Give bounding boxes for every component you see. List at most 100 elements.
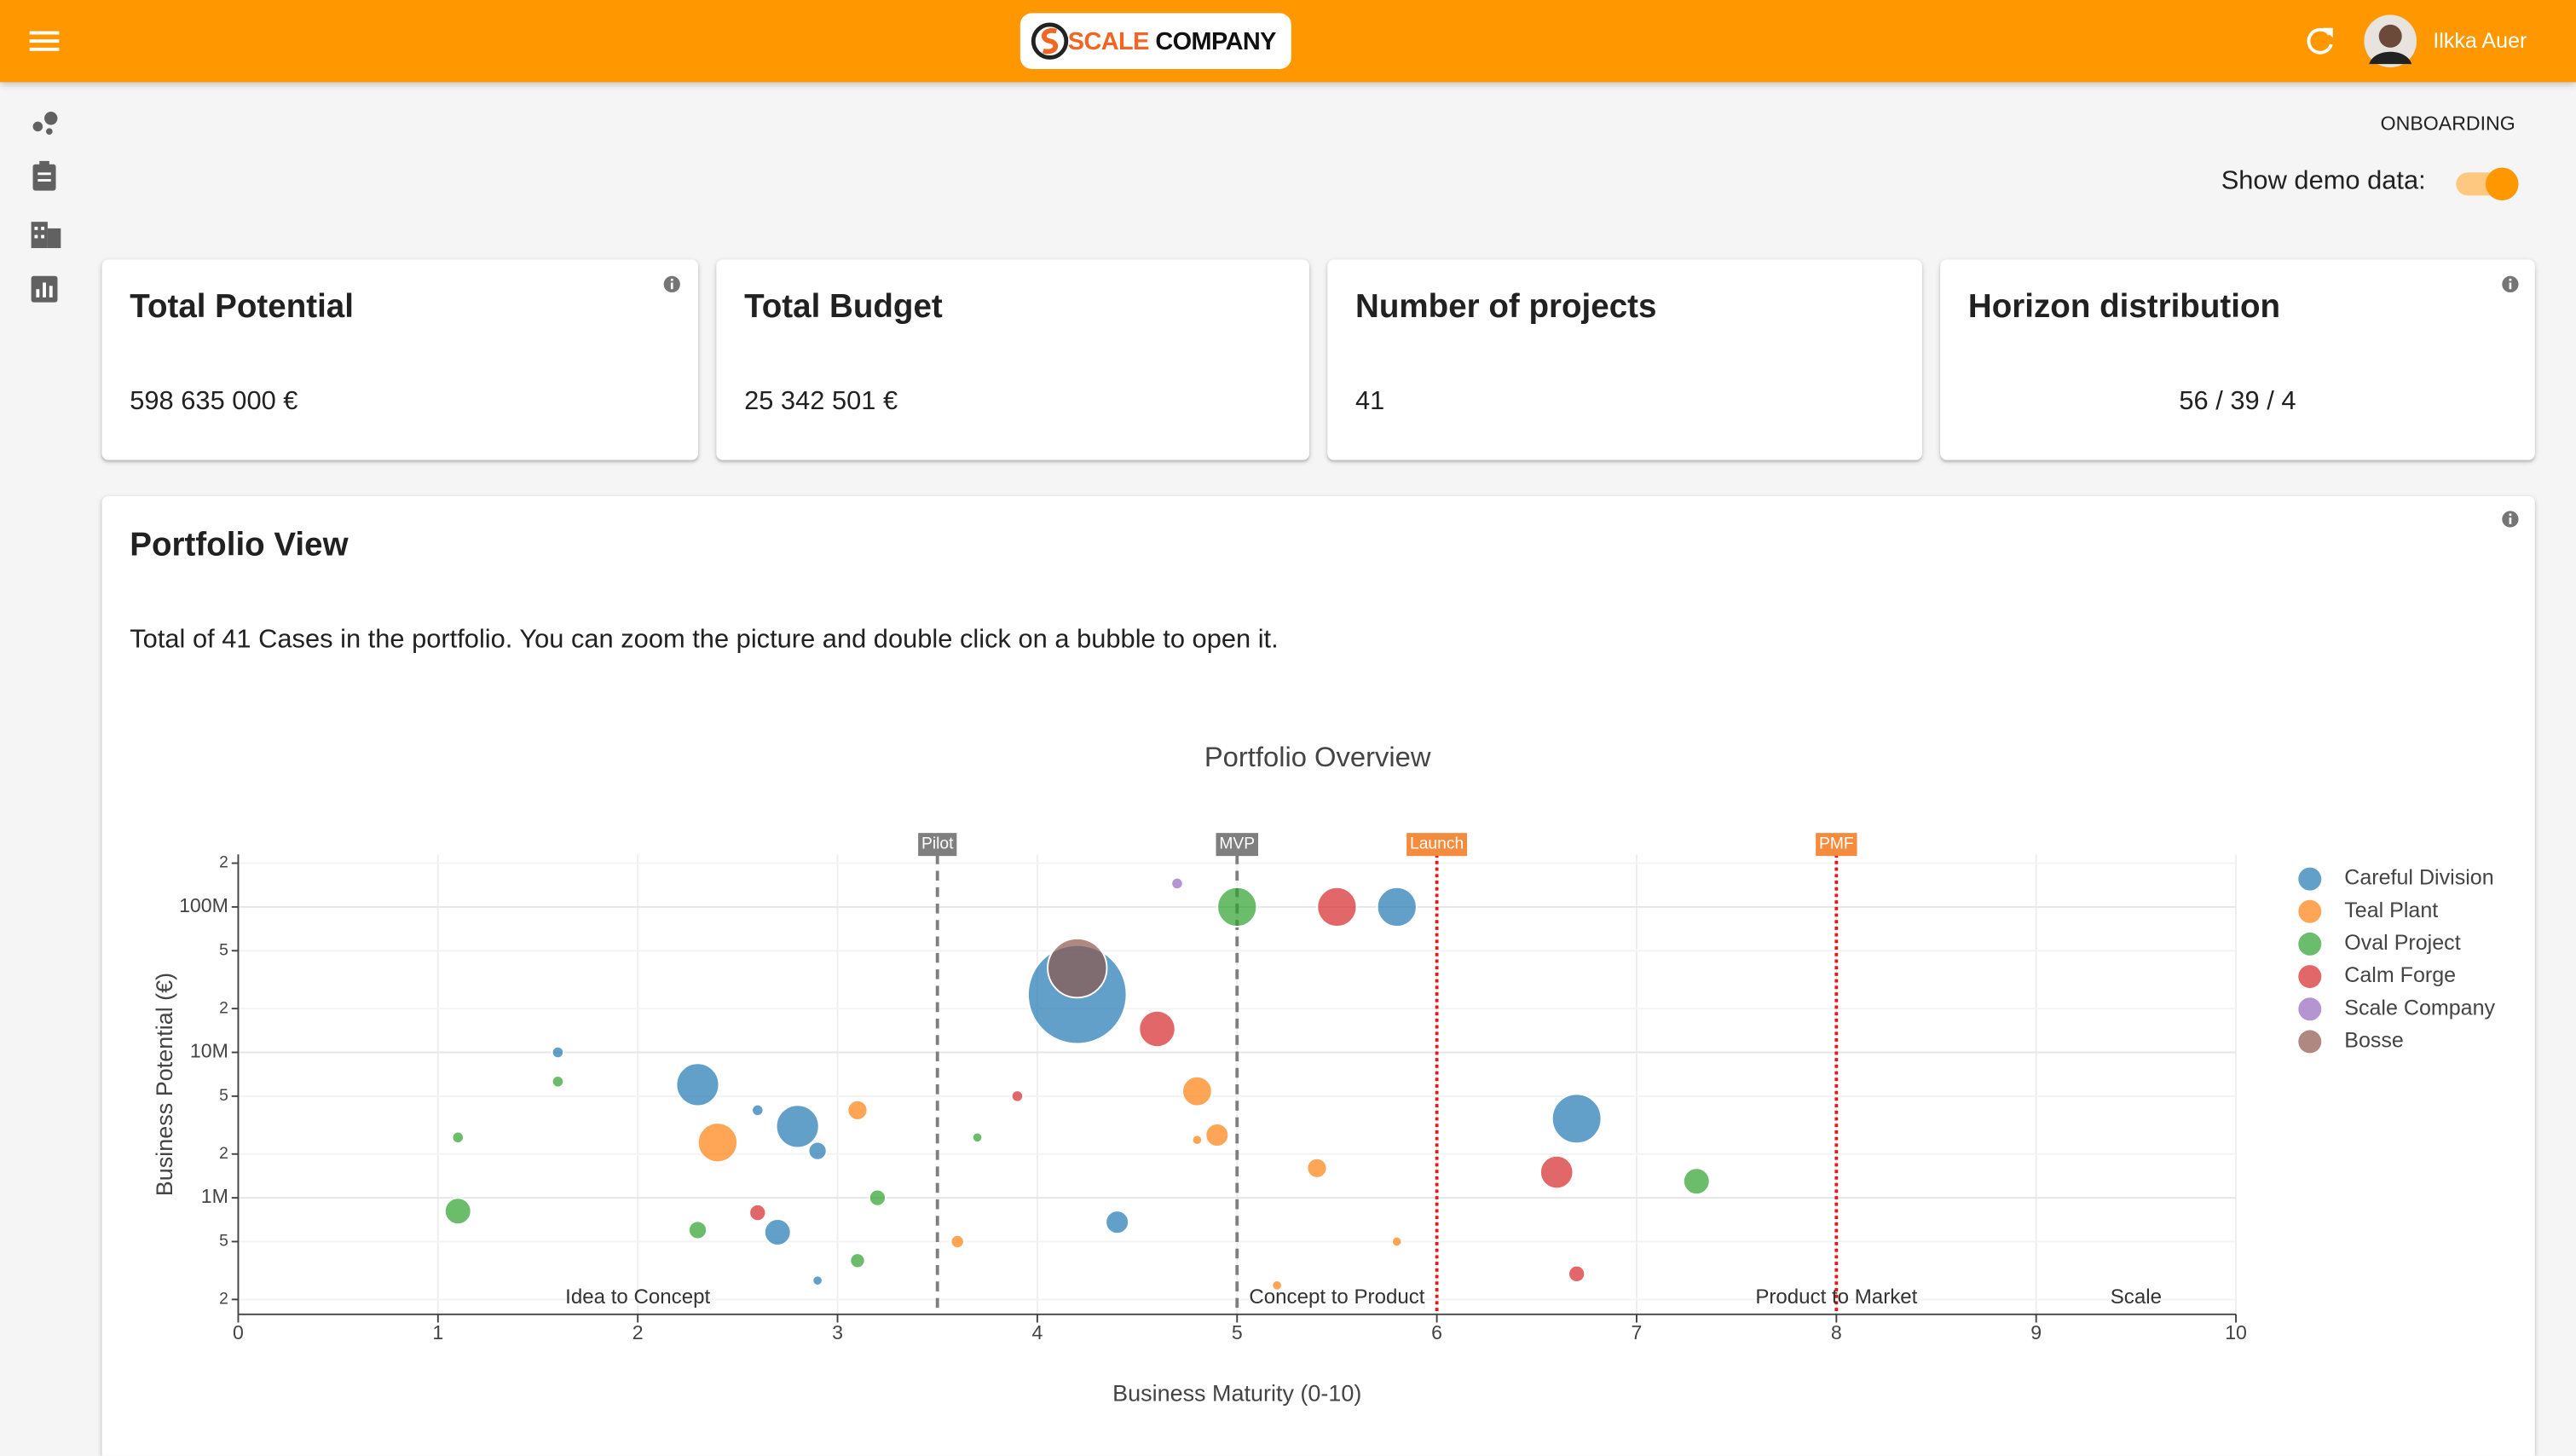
bubble[interactable] xyxy=(807,1141,828,1161)
info-icon[interactable] xyxy=(662,274,682,294)
x-tick-label: 2 xyxy=(632,1321,644,1343)
bubble[interactable] xyxy=(1010,1089,1025,1103)
legend-marker xyxy=(2298,899,2322,923)
y-tick-label: 2 xyxy=(219,1290,228,1308)
user-name[interactable]: Ilkka Auer xyxy=(2433,27,2527,53)
bubble[interactable] xyxy=(950,1234,965,1250)
milestone-label-text: MVP xyxy=(1219,835,1255,853)
portfolio-title: Portfolio View xyxy=(130,527,349,564)
bubble[interactable] xyxy=(1568,1264,1586,1283)
nav-portfolio[interactable] xyxy=(32,112,58,136)
milestone-label-text: PMF xyxy=(1819,835,1854,853)
info-icon[interactable] xyxy=(2500,274,2520,294)
bubble[interactable] xyxy=(868,1188,887,1207)
bubble[interactable] xyxy=(775,1104,820,1149)
refresh-button[interactable] xyxy=(2302,23,2337,59)
milestone-label-bg xyxy=(1406,833,1468,857)
x-tick-label: 3 xyxy=(832,1321,843,1343)
legend-label: Oval Project xyxy=(2344,931,2460,955)
legend-label: Bosse xyxy=(2344,1029,2404,1053)
legend-label: Teal Plant xyxy=(2344,898,2438,922)
bubble[interactable] xyxy=(1316,886,1358,928)
top-bar: SCALE COMPANY Ilkka Auer xyxy=(0,0,2576,83)
info-icon[interactable] xyxy=(2500,509,2520,529)
bubble[interactable] xyxy=(1376,886,1418,928)
bubble[interactable] xyxy=(1191,1134,1204,1146)
bubble[interactable] xyxy=(551,1075,565,1089)
bubble[interactable] xyxy=(675,1062,720,1107)
legend-marker xyxy=(2298,1030,2322,1054)
y-tick-label: 100M xyxy=(179,894,228,916)
legend-marker xyxy=(2298,997,2322,1021)
x-tick-label: 6 xyxy=(1431,1321,1442,1343)
bubble[interactable] xyxy=(1181,1075,1213,1107)
legend-marker xyxy=(2298,932,2322,956)
bubble[interactable] xyxy=(748,1203,767,1222)
phase-label: Idea to Concept xyxy=(565,1286,710,1309)
onboarding-link[interactable]: ONBOARDING xyxy=(2380,112,2515,136)
bubble[interactable] xyxy=(846,1099,869,1121)
bubble[interactable] xyxy=(551,1045,565,1060)
x-axis-title: Business Maturity (0-10) xyxy=(1112,1380,1361,1406)
bubble[interactable] xyxy=(451,1130,465,1145)
brand: COMPANY xyxy=(1155,27,1276,56)
x-tick-label: 4 xyxy=(1031,1321,1043,1343)
bubble[interactable] xyxy=(763,1218,792,1246)
bubble[interactable] xyxy=(751,1103,765,1118)
card-value: 41 xyxy=(1355,387,1385,416)
bubble[interactable] xyxy=(1539,1154,1574,1190)
kpi-card: Total Budget 25 342 501 € xyxy=(716,259,1310,460)
bubble[interactable] xyxy=(1105,1210,1130,1235)
bubble[interactable] xyxy=(443,1197,472,1226)
card-value: 56 / 39 / 4 xyxy=(2179,387,2296,416)
toggle-label: Show demo data: xyxy=(2221,167,2426,196)
kpi-card: Total Potential 598 635 000 € xyxy=(101,259,699,460)
bubble[interactable] xyxy=(1682,1167,1711,1196)
y-tick-label: 5 xyxy=(219,1087,228,1105)
milestone-label: Launch xyxy=(1406,833,1468,857)
y-axis-title: Business Potential (€) xyxy=(152,973,177,1196)
card-value: 25 342 501 € xyxy=(744,387,898,416)
y-tick-label: 2 xyxy=(219,999,228,1017)
y-tick-label: 2 xyxy=(219,854,228,872)
nav-reports[interactable] xyxy=(31,275,58,303)
bubble[interactable] xyxy=(687,1220,708,1240)
y-tick-label: 1M xyxy=(201,1185,228,1207)
bubble[interactable] xyxy=(1551,1093,1603,1145)
milestone-label: PMF xyxy=(1816,833,1857,857)
legend-marker xyxy=(2298,965,2322,989)
bubble[interactable] xyxy=(971,1131,984,1144)
milestone-label-bg xyxy=(1216,833,1258,857)
kpi-card: Horizon distribution 56 / 39 / 4 xyxy=(1940,259,2535,460)
x-tick-label: 10 xyxy=(2225,1321,2247,1343)
nav-organization[interactable] xyxy=(31,222,61,249)
card-value: 598 635 000 € xyxy=(130,387,298,416)
bubble[interactable] xyxy=(1390,1235,1403,1248)
y-tick-label: 5 xyxy=(219,1233,228,1251)
menu-button[interactable] xyxy=(28,25,61,58)
demo-toggle[interactable] xyxy=(2452,165,2524,207)
logo[interactable]: SCALE COMPANY xyxy=(1019,13,1291,69)
kpi-card: Number of projects 41 xyxy=(1327,259,1922,460)
nav-cases[interactable] xyxy=(32,160,56,191)
bubble[interactable] xyxy=(1216,886,1258,928)
bubble[interactable] xyxy=(1138,1009,1176,1049)
bubble[interactable] xyxy=(1170,876,1184,891)
bubble[interactable] xyxy=(849,1252,866,1269)
bubble[interactable] xyxy=(1204,1123,1230,1147)
card-title: Horizon distribution xyxy=(1967,289,2281,326)
bubble[interactable] xyxy=(1306,1157,1328,1179)
legend-label: Scale Company xyxy=(2344,996,2495,1020)
bubble[interactable] xyxy=(1271,1280,1283,1291)
legend-label: Careful Division xyxy=(2344,866,2493,890)
bubble[interactable] xyxy=(1047,937,1108,999)
x-tick-label: 9 xyxy=(2030,1321,2042,1343)
x-tick-label: 0 xyxy=(233,1321,244,1343)
bubble[interactable] xyxy=(811,1274,823,1286)
milestone-label-bg xyxy=(1816,833,1857,857)
avatar[interactable] xyxy=(2364,14,2417,68)
bubble[interactable] xyxy=(696,1122,739,1164)
card-title: Number of projects xyxy=(1355,289,1657,326)
